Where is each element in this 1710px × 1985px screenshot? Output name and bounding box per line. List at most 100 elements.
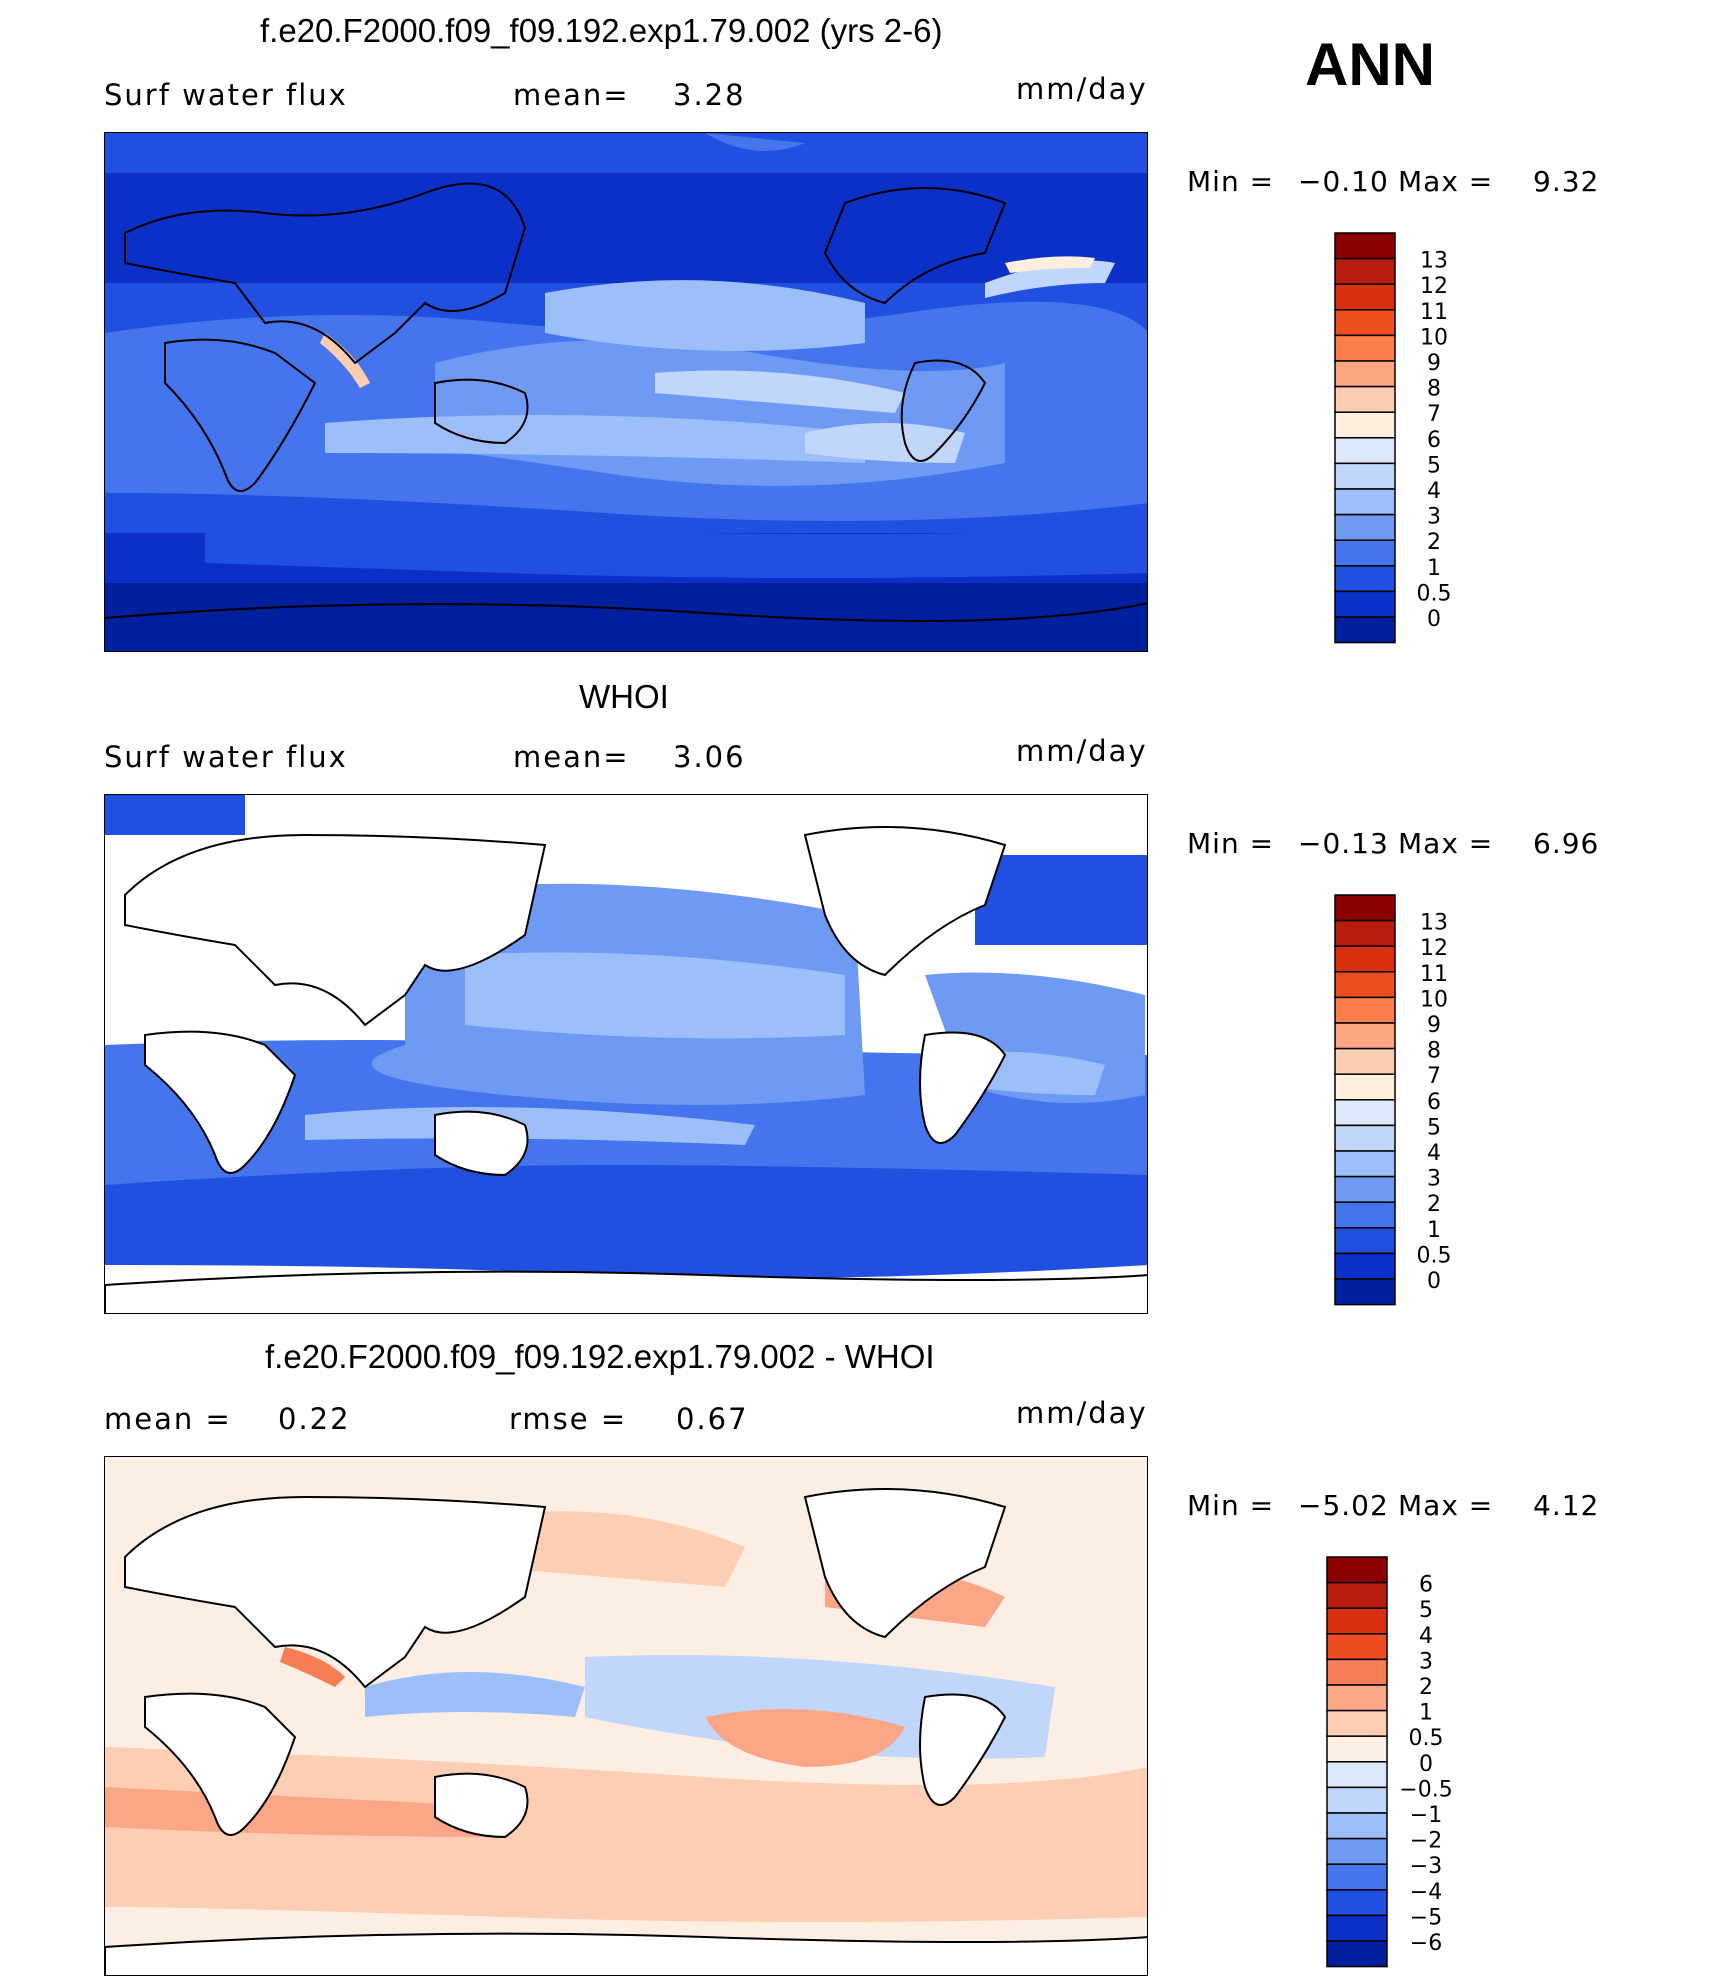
colorbar-tick-label: 6 (1427, 428, 1441, 453)
colorbar-box (1334, 1124, 1396, 1152)
colorbar-box (1334, 437, 1396, 465)
panel1-field (105, 133, 1147, 651)
panel3-mean-value: 0.22 (278, 1402, 351, 1436)
panel2-min-label: Min = (1187, 827, 1275, 860)
colorbar-tick-label: 10 (1420, 987, 1448, 1012)
colorbar-box (1334, 894, 1396, 922)
colorbar-tick-label: 0 (1427, 607, 1441, 632)
colorbar-box (1334, 1099, 1396, 1127)
colorbar-box (1334, 257, 1396, 285)
colorbar-box (1334, 1227, 1396, 1255)
colorbar-box (1334, 996, 1396, 1024)
panel2-max-label: Max = (1398, 827, 1494, 860)
colorbar-tick-label: 7 (1427, 1064, 1441, 1089)
colorbar-tick-label: 9 (1427, 1013, 1441, 1038)
colorbar-tick-label: 13 (1420, 911, 1448, 936)
panel2-max-value: 6.96 (1533, 827, 1600, 860)
colorbar-box (1326, 1812, 1388, 1840)
colorbar-tick-label: 0.5 (1417, 1243, 1452, 1268)
colorbar-box (1334, 945, 1396, 973)
colorbar-tick-label: 3 (1427, 505, 1441, 530)
colorbar-tick-label: 2 (1419, 1675, 1433, 1700)
colorbar-box (1334, 616, 1396, 644)
colorbar-tick-label: 0.5 (1409, 1726, 1444, 1751)
colorbar-box (1334, 334, 1396, 362)
panel3-mean-label: mean = (104, 1402, 232, 1436)
colorbar-box (1334, 919, 1396, 947)
colorbar-tick-label: 6 (1427, 1090, 1441, 1115)
colorbar-box (1334, 539, 1396, 567)
colorbar-box (1334, 1278, 1396, 1306)
panel1-title: f.e20.F2000.f09_f09.192.exp1.79.002 (yrs… (260, 12, 943, 49)
panel2-colorbar: 13 12 11 10 9 8 7 6 5 4 3 2 1 0.5 0 (1334, 894, 1474, 1308)
colorbar-box (1326, 1889, 1388, 1917)
colorbar-tick-label: −3 (1410, 1854, 1442, 1879)
panel3-map (104, 1456, 1148, 1976)
colorbar-box (1334, 385, 1396, 413)
colorbar-box (1326, 1607, 1388, 1635)
colorbar-tick-label: 1 (1427, 1218, 1441, 1243)
colorbar-box (1334, 1047, 1396, 1075)
panel2-map (104, 794, 1148, 1314)
colorbar-tick-label: −2 (1410, 1829, 1442, 1854)
colorbar-tick-label: 11 (1420, 962, 1448, 987)
colorbar-tick-label: 4 (1419, 1624, 1433, 1649)
colorbar-box (1326, 1735, 1388, 1763)
colorbar-box (1334, 1201, 1396, 1229)
colorbar-box (1334, 309, 1396, 337)
colorbar-box (1334, 513, 1396, 541)
panel2-units: mm/day (1016, 734, 1148, 768)
colorbar-box (1334, 1073, 1396, 1101)
colorbar-tick-label: 8 (1427, 377, 1441, 402)
panel1-min-value: −0.10 (1298, 165, 1389, 198)
colorbar-tick-label: 1 (1427, 556, 1441, 581)
colorbar-box (1326, 1633, 1388, 1661)
colorbar-tick-label: −4 (1410, 1880, 1442, 1905)
colorbar-box (1326, 1658, 1388, 1686)
colorbar-box (1326, 1786, 1388, 1814)
panel1-max-value: 9.32 (1533, 165, 1600, 198)
colorbar-box (1334, 232, 1396, 260)
panel3-field (105, 1457, 1147, 1975)
colorbar-tick-label: 2 (1427, 1192, 1441, 1217)
colorbar-tick-label: 10 (1420, 325, 1448, 350)
colorbar-box (1326, 1863, 1388, 1891)
panel3-rmse-label: rmse = (509, 1402, 628, 1436)
colorbar-tick-label: 13 (1420, 249, 1448, 274)
colorbar-box (1334, 488, 1396, 516)
colorbar-tick-label: 4 (1427, 479, 1441, 504)
panel1-map (104, 132, 1148, 652)
colorbar-tick-label: 0 (1419, 1752, 1433, 1777)
colorbar-tick-label: 2 (1427, 530, 1441, 555)
panel1-units: mm/day (1016, 72, 1148, 106)
colorbar-box (1334, 1175, 1396, 1203)
colorbar-tick-label: 5 (1427, 1115, 1441, 1140)
colorbar-box (1334, 590, 1396, 618)
panel3-min-label: Min = (1187, 1489, 1275, 1522)
panel1-min-label: Min = (1187, 165, 1275, 198)
colorbar-tick-label: 6 (1419, 1573, 1433, 1598)
panel2-variable-label: Surf water flux (104, 740, 348, 774)
panel3-colorbar: 6 5 4 3 2 1 0.5 0 −0.5 −1 −2 −3 −4 −5 −6 (1326, 1556, 1476, 1970)
panel2-mean-label: mean= (513, 740, 630, 774)
colorbar-box (1334, 1022, 1396, 1050)
panel2-field (105, 795, 1147, 1313)
colorbar-tick-label: 12 (1420, 936, 1448, 961)
panel3-max-value: 4.12 (1533, 1489, 1600, 1522)
panel1-mean-value: 3.28 (673, 78, 746, 112)
panel1-colorbar: 13 12 11 10 9 8 7 6 5 4 3 2 1 0.5 0 (1334, 232, 1474, 646)
colorbar-box (1334, 565, 1396, 593)
panel2-min-value: −0.13 (1298, 827, 1389, 860)
colorbar-tick-label: 5 (1419, 1598, 1433, 1623)
season-label: ANN (1305, 31, 1435, 98)
colorbar-tick-label: 7 (1427, 402, 1441, 427)
colorbar-tick-label: 9 (1427, 351, 1441, 376)
colorbar-box (1334, 411, 1396, 439)
colorbar-box (1326, 1761, 1388, 1789)
colorbar-box (1334, 283, 1396, 311)
colorbar-tick-label: 3 (1419, 1649, 1433, 1674)
colorbar-tick-label: −0.5 (1399, 1777, 1452, 1802)
colorbar-box (1326, 1837, 1388, 1865)
